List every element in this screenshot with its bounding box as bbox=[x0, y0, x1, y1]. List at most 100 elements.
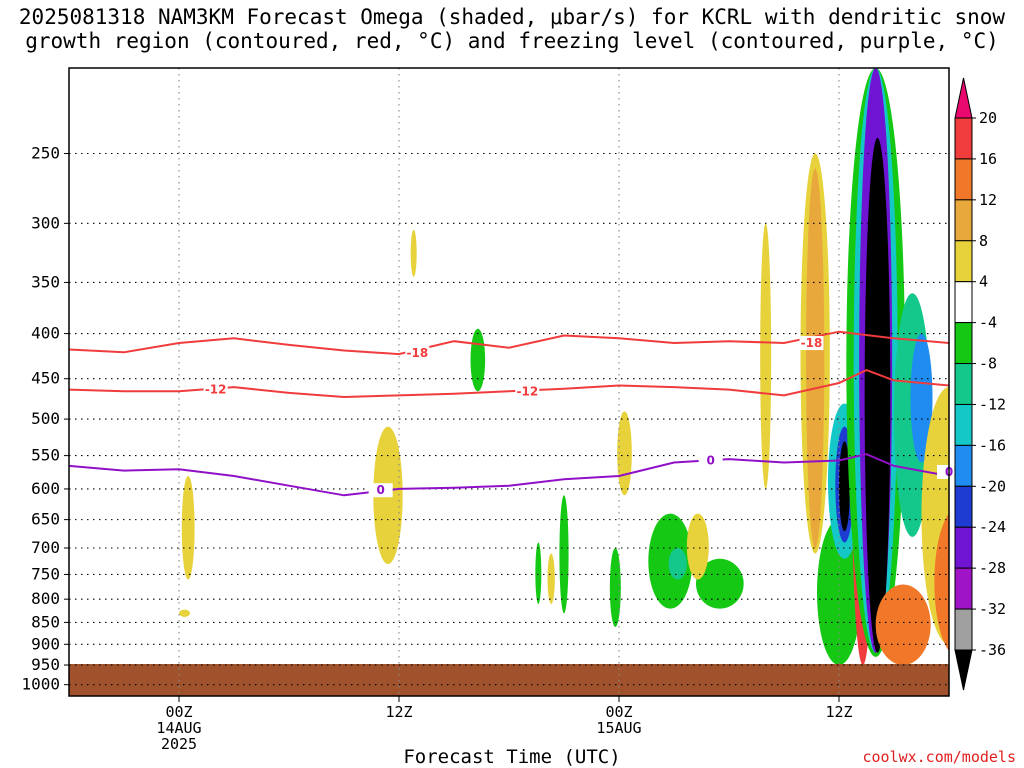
xtick-label: 00Z bbox=[165, 703, 192, 721]
colorbar-segment bbox=[954, 608, 973, 651]
contour-label: -18 bbox=[801, 336, 823, 350]
omega-blob-23 bbox=[864, 137, 891, 653]
ytick-label: 1000 bbox=[21, 675, 60, 694]
contour-label-bg bbox=[515, 384, 540, 399]
colorbar-label: -32 bbox=[979, 600, 1006, 618]
omega-blob-25 bbox=[910, 333, 933, 463]
ytick-label: 400 bbox=[31, 324, 60, 343]
ytick-label: 300 bbox=[31, 213, 60, 232]
colorbar-segment bbox=[954, 363, 973, 405]
omega-blob-15 bbox=[817, 519, 861, 666]
xtick-label: 14AUG bbox=[156, 719, 201, 737]
colorbar-segment bbox=[954, 240, 973, 283]
omega-blob-7 bbox=[559, 495, 569, 614]
colorbar-label: 12 bbox=[979, 191, 997, 209]
ytick-label: 250 bbox=[31, 143, 60, 162]
omega-blob-0 bbox=[181, 475, 195, 580]
xtick-label: 12Z bbox=[825, 703, 852, 721]
xtick-label: 12Z bbox=[385, 703, 412, 721]
ytick-label: 700 bbox=[31, 538, 60, 557]
colorbar-segment bbox=[954, 444, 973, 487]
chart-title-line1: 2025081318 NAM3KM Forecast Omega (shaded… bbox=[18, 5, 1006, 29]
omega-blob-5 bbox=[535, 542, 542, 604]
ytick-label: 350 bbox=[31, 272, 60, 291]
omega-blob-11 bbox=[696, 558, 744, 609]
ytick-label: 500 bbox=[31, 409, 60, 428]
colorbar-label: -8 bbox=[979, 355, 997, 373]
contour-label: -12 bbox=[205, 383, 227, 397]
grid-lines bbox=[69, 68, 949, 696]
omega-blob-32 bbox=[999, 537, 1021, 653]
credit-text: coolwx.com/models bbox=[862, 748, 1016, 766]
xtick-label: 15AUG bbox=[596, 719, 641, 737]
y-axis-ticks: 250 300 350 400 450 500 550 600 650 700 750 800 850 9… bbox=[21, 143, 69, 694]
contour-line-1 bbox=[69, 369, 949, 399]
colorbar-segment bbox=[954, 117, 973, 160]
colorbar-segment bbox=[954, 526, 973, 569]
colorbar-segment bbox=[954, 649, 973, 691]
colorbar-label: 20 bbox=[979, 109, 997, 127]
contour-label-bg bbox=[368, 483, 393, 498]
colorbar-label: 16 bbox=[979, 150, 997, 168]
omega-blob-4 bbox=[470, 328, 486, 392]
omega-blob-6 bbox=[547, 553, 555, 604]
omega-blob-26 bbox=[875, 584, 931, 666]
contour-label-bg bbox=[799, 336, 824, 351]
ytick-label: 950 bbox=[31, 655, 60, 674]
ytick-label: 850 bbox=[31, 612, 60, 631]
omega-blob-2 bbox=[410, 229, 417, 277]
colorbar: 20 16 12 8 4 -4 -8 -12 -16 -20 -24 -28 -32 -36 bbox=[954, 77, 1006, 691]
colorbar-segment bbox=[954, 322, 973, 365]
colorbar-label: 4 bbox=[979, 273, 988, 291]
contour-label: 0 bbox=[376, 483, 384, 497]
plot-frame bbox=[68, 67, 950, 697]
ground-layer bbox=[69, 664, 949, 696]
x-axis-label: Forecast Time (UTC) bbox=[403, 746, 621, 768]
omega-blob-1 bbox=[179, 609, 190, 617]
colorbar-label: -12 bbox=[979, 395, 1006, 413]
colorbar-segment bbox=[954, 403, 973, 446]
omega-shading bbox=[179, 68, 1024, 666]
xtick-label: 00Z bbox=[605, 703, 632, 721]
colorbar-segment bbox=[954, 77, 973, 119]
ytick-label: 650 bbox=[31, 510, 60, 529]
contour-label-bg bbox=[698, 453, 723, 468]
colorbar-label: -16 bbox=[979, 436, 1006, 454]
colorbar-label: -24 bbox=[979, 518, 1006, 536]
contour-label-bg bbox=[203, 382, 228, 397]
colorbar-label: -4 bbox=[979, 314, 997, 332]
ytick-label: 550 bbox=[31, 446, 60, 465]
ytick-label: 600 bbox=[31, 479, 60, 498]
contour-label: -12 bbox=[516, 384, 538, 398]
contour-line-0 bbox=[69, 330, 949, 356]
ytick-label: 900 bbox=[31, 634, 60, 653]
colorbar-segment bbox=[954, 199, 973, 242]
omega-blob-18 bbox=[839, 441, 850, 532]
contour-label: -18 bbox=[406, 346, 428, 360]
colorbar-segment bbox=[954, 485, 973, 528]
colorbar-segment bbox=[954, 281, 973, 324]
omega-blob-41 bbox=[609, 548, 621, 627]
colorbar-segment bbox=[954, 567, 973, 610]
contour-line-2 bbox=[69, 453, 949, 497]
xtick-label: 2025 bbox=[161, 735, 197, 753]
omega-blob-14 bbox=[806, 168, 825, 549]
chart-title-line2: growth region (contoured, red, °C) and f… bbox=[25, 29, 999, 53]
ytick-label: 750 bbox=[31, 564, 60, 583]
contour-label: 0 bbox=[706, 453, 714, 467]
colorbar-label: -20 bbox=[979, 477, 1006, 495]
contour-lines bbox=[69, 330, 949, 497]
omega-blob-30 bbox=[1000, 138, 1024, 293]
omega-blob-42 bbox=[686, 513, 709, 580]
colorbar-label: -28 bbox=[979, 559, 1006, 577]
omega-blob-12 bbox=[760, 223, 772, 489]
contour-label-bg bbox=[405, 346, 430, 361]
colorbar-segment bbox=[954, 158, 973, 201]
ytick-label: 450 bbox=[31, 369, 60, 388]
ytick-label: 800 bbox=[31, 589, 60, 608]
colorbar-label: 8 bbox=[979, 232, 988, 250]
omega-blob-10 bbox=[668, 548, 687, 580]
colorbar-label: -36 bbox=[979, 641, 1006, 659]
